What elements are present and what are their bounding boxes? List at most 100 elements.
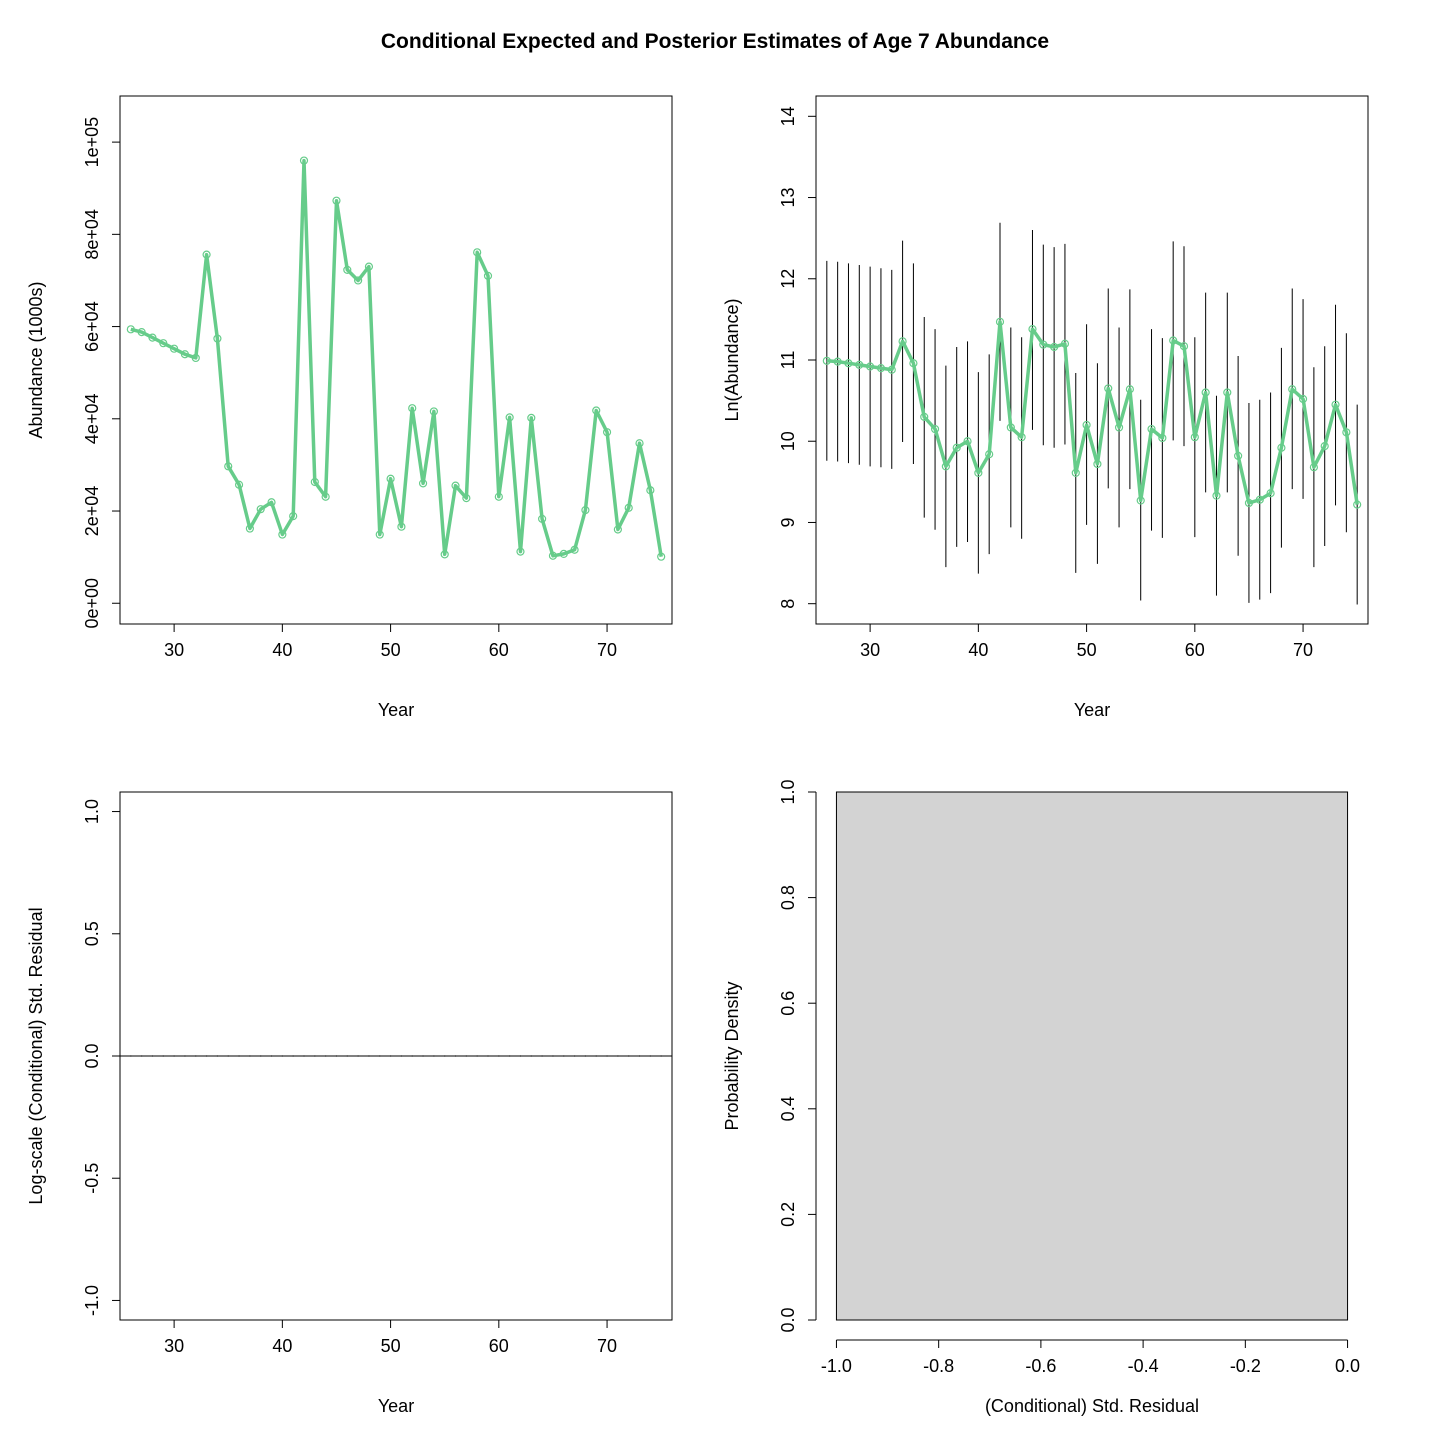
y-tick-label: 0.4 xyxy=(778,1096,798,1121)
x-tick-label: 30 xyxy=(164,1336,184,1356)
x-axis-label: (Conditional) Std. Residual xyxy=(985,1396,1199,1416)
data-point xyxy=(1006,423,1015,432)
y-tick-label: 8 xyxy=(778,599,798,609)
x-tick-label: 40 xyxy=(272,640,292,660)
data-point xyxy=(516,547,525,556)
y-tick-label: 8e+04 xyxy=(82,209,102,260)
x-tick-label: -0.6 xyxy=(1025,1356,1056,1376)
data-point xyxy=(909,359,918,368)
x-tick-label: -0.2 xyxy=(1230,1356,1261,1376)
data-point xyxy=(930,424,940,434)
x-tick-label: 70 xyxy=(597,640,617,660)
data-point xyxy=(920,412,929,421)
data-point xyxy=(613,525,622,534)
data-point xyxy=(624,503,633,512)
x-axis-label: Year xyxy=(1074,700,1110,720)
data-point xyxy=(1288,385,1297,394)
series-line xyxy=(130,158,663,558)
data-point xyxy=(635,439,644,448)
data-point xyxy=(963,437,972,446)
data-point xyxy=(1234,451,1243,460)
y-tick-label: 1.0 xyxy=(82,799,102,824)
data-point xyxy=(462,494,471,503)
data-point xyxy=(245,524,254,533)
data-point xyxy=(1060,339,1070,348)
y-tick-label: 0.2 xyxy=(778,1202,798,1227)
x-tick-label: 50 xyxy=(381,1336,401,1356)
x-tick-label: 40 xyxy=(968,640,988,660)
data-point xyxy=(354,276,363,285)
y-tick-label: -0.5 xyxy=(82,1163,102,1194)
data-point xyxy=(483,271,493,280)
data-point xyxy=(1298,394,1308,404)
data-point xyxy=(952,443,961,452)
data-point xyxy=(887,365,896,374)
data-point xyxy=(1093,459,1102,469)
y-tick-label: 4e+04 xyxy=(82,394,102,445)
x-tick-label: 30 xyxy=(164,640,184,660)
data-point xyxy=(126,325,135,334)
data-point xyxy=(941,462,950,471)
data-point xyxy=(1244,498,1254,508)
data-point xyxy=(234,480,244,489)
data-point xyxy=(1342,428,1351,437)
panel-log-abundance: 30 40 50 60 70 Year 8 9 10 11 12 13 14 Ln(Abundance) xyxy=(722,95,1369,720)
series-line xyxy=(826,320,1359,505)
data-point xyxy=(278,530,287,539)
data-point xyxy=(995,317,1005,326)
y-tick-label: 1e+05 xyxy=(82,117,102,168)
data-point xyxy=(440,550,449,559)
data-point xyxy=(1125,385,1134,394)
data-point xyxy=(559,549,568,559)
data-point xyxy=(202,250,211,259)
x-tick-label: 50 xyxy=(381,640,401,660)
data-point xyxy=(159,339,168,348)
data-point xyxy=(408,404,417,413)
data-point xyxy=(375,530,384,539)
data-point xyxy=(1136,496,1145,505)
data-point xyxy=(386,474,395,483)
data-point xyxy=(855,360,864,369)
data-point xyxy=(397,522,406,531)
data-point xyxy=(1169,336,1178,345)
plot-frame xyxy=(119,95,673,625)
data-point xyxy=(1353,500,1362,509)
data-point xyxy=(602,428,612,437)
histogram-bar xyxy=(835,791,1349,1321)
x-tick-label: 30 xyxy=(860,640,880,660)
data-point xyxy=(299,156,309,165)
data-point xyxy=(310,477,319,487)
data-point xyxy=(494,492,503,501)
data-point xyxy=(191,353,200,363)
data-point xyxy=(1201,388,1210,397)
x-tick-label: 50 xyxy=(1077,640,1097,660)
data-point xyxy=(1028,325,1037,334)
data-point xyxy=(1320,442,1329,451)
x-tick-label: 70 xyxy=(597,1336,617,1356)
data-point xyxy=(256,505,265,514)
x-tick-label: 40 xyxy=(272,1336,292,1356)
y-axis-label: Probability Density xyxy=(722,981,742,1130)
data-point xyxy=(451,481,460,490)
data-point xyxy=(505,413,514,422)
y-axis-label: Log-scale (Conditional) Std. Residual xyxy=(26,907,46,1204)
y-tick-label: 10 xyxy=(778,431,798,451)
x-tick-label: 60 xyxy=(489,1336,509,1356)
data-point xyxy=(974,468,983,478)
data-point xyxy=(646,486,655,495)
data-point xyxy=(657,552,666,561)
x-tick-label: -1.0 xyxy=(821,1356,852,1376)
data-point xyxy=(1104,384,1113,393)
data-point xyxy=(332,196,341,205)
data-point xyxy=(581,505,590,515)
x-tick-label: -0.8 xyxy=(923,1356,954,1376)
x-axis-label: Year xyxy=(378,1396,414,1416)
data-point xyxy=(876,364,886,373)
y-tick-label: 12 xyxy=(778,269,798,289)
data-point xyxy=(1147,424,1156,434)
y-tick-label: 6e+04 xyxy=(82,301,102,352)
plot-frame xyxy=(815,95,1369,625)
x-tick-label: 70 xyxy=(1293,640,1313,660)
data-point xyxy=(538,514,547,523)
